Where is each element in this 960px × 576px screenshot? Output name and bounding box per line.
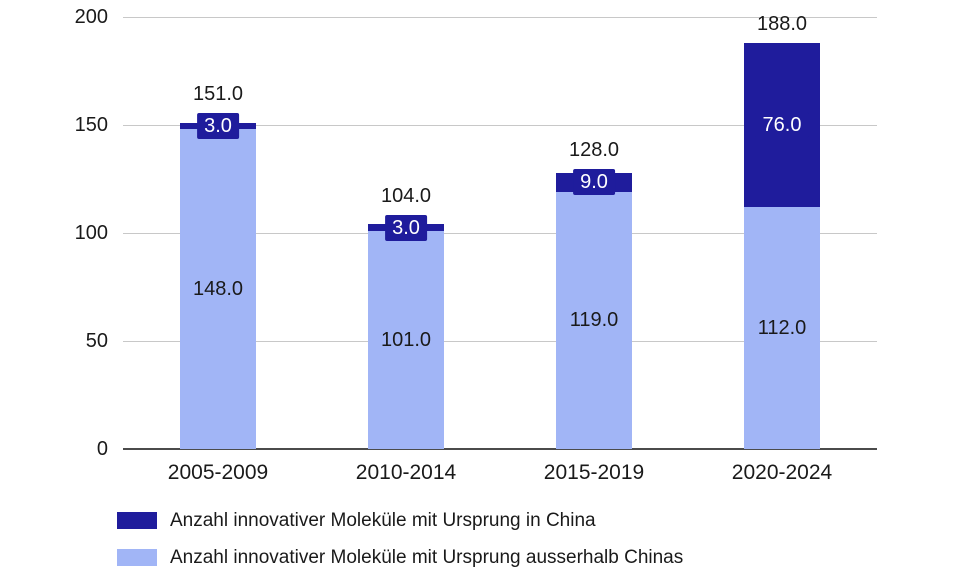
y-tick-label: 0 [96, 438, 108, 460]
y-tick-label: 150 [74, 114, 108, 136]
legend-swatch-china [117, 512, 157, 529]
total-value-label: 104.0 [380, 184, 432, 207]
legend-swatch-outside-china [117, 549, 157, 566]
outside-value-label: 119.0 [569, 309, 619, 332]
segment-outside-china [744, 207, 820, 449]
y-tick-label: 100 [74, 222, 108, 244]
gridline-200 [123, 17, 877, 18]
x-category-label: 2005-2009 [167, 461, 269, 484]
x-category-label: 2020-2024 [731, 461, 833, 484]
outside-value-label: 101.0 [380, 328, 432, 351]
china-value-badge: 3.0 [197, 113, 239, 140]
legend-label-china: Anzahl innovativer Moleküle mit Ursprung… [170, 509, 596, 531]
x-category-label: 2015-2019 [543, 461, 645, 484]
y-tick-label: 50 [85, 330, 108, 352]
gridline-150 [123, 125, 877, 126]
legend: Anzahl innovativer Moleküle mit Ursprung… [117, 502, 683, 576]
x-axis-line [123, 448, 877, 450]
legend-item-china: Anzahl innovativer Moleküle mit Ursprung… [117, 502, 683, 539]
gridline-50 [123, 341, 877, 342]
outside-value-label: 148.0 [192, 278, 244, 301]
y-tick-label: 200 [74, 6, 108, 28]
segment-outside-china [368, 230, 444, 449]
segment-outside-china [556, 191, 632, 449]
segment-outside-china [180, 129, 256, 449]
total-value-label: 188.0 [756, 12, 808, 35]
total-value-label: 151.0 [192, 83, 244, 106]
x-category-label: 2010-2014 [355, 461, 457, 484]
outside-value-label: 112.0 [757, 317, 807, 340]
legend-label-outside-china: Anzahl innovativer Moleküle mit Ursprung… [170, 546, 684, 568]
china-value-badge: 3.0 [385, 214, 427, 241]
total-value-label: 128.0 [568, 139, 620, 162]
gridline-100 [123, 233, 877, 234]
china-value-badge: 76.0 [755, 112, 809, 138]
china-value-badge: 9.0 [573, 169, 615, 196]
legend-item-outside-china: Anzahl innovativer Moleküle mit Ursprung… [117, 539, 683, 576]
